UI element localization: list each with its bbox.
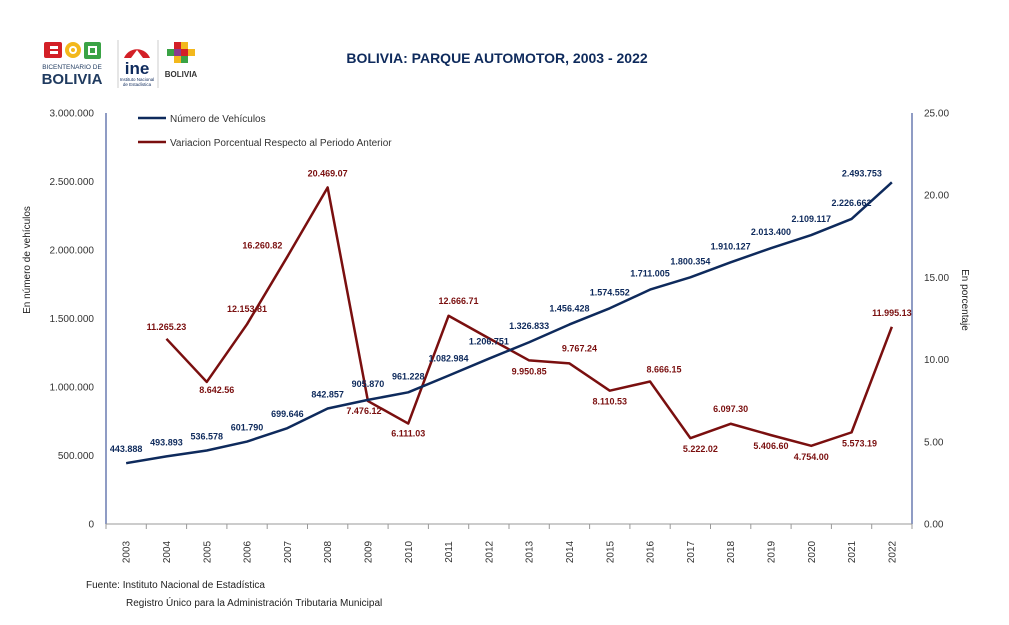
x-tick-label: 2005	[202, 540, 213, 563]
data-label-vehiculos: 601.790	[231, 423, 264, 433]
y2-tick-label: 20.00	[924, 191, 949, 202]
right-axis-ticks: 0.00 5.00 10.00 15.00 20.00 25.00	[924, 109, 949, 531]
data-label-vehiculos: 905.870	[352, 379, 385, 389]
bicentenario-small-text: BICENTENARIO DE	[42, 64, 102, 71]
data-label-vehiculos: 1.574.552	[590, 287, 630, 297]
x-tick-label: 2003	[122, 540, 133, 563]
source-line-2: Registro Único para la Administración Tr…	[126, 598, 383, 609]
x-tick-label: 2006	[243, 540, 254, 563]
y-tick-label: 1.000.000	[50, 383, 95, 394]
data-label-variacion: 20.469.07	[308, 168, 348, 178]
data-label-vehiculos: 1.082.984	[429, 354, 469, 364]
y2-tick-label: 5.00	[924, 437, 944, 448]
ine-small-text-1: Instituto Nacional	[120, 77, 155, 82]
data-label-vehiculos: 961.228	[392, 371, 425, 381]
data-label-variacion: 8.642.56	[199, 385, 234, 395]
estado-text: BOLIVIA	[165, 70, 198, 79]
x-tick-label: 2017	[686, 540, 697, 563]
data-label-vehiculos: 2.013.400	[751, 227, 791, 237]
y-axis-title: En número de vehículos	[22, 206, 33, 314]
y-tick-label: 0	[88, 520, 94, 531]
data-label-variacion: 5.406.60	[753, 441, 788, 451]
x-tick-label: 2011	[444, 541, 455, 563]
data-label-vehiculos: 2.226.662	[832, 198, 872, 208]
data-label-variacion: 11.265.23	[147, 322, 187, 332]
data-label-vehiculos: 1.456.428	[549, 303, 589, 313]
y2-axis-title: En porcentaje	[959, 269, 970, 331]
data-label-variacion: 11.995.13	[872, 308, 912, 318]
ine-logo: ine Instituto Nacional de Estadística	[120, 49, 155, 87]
x-tick-label: 2007	[283, 540, 294, 563]
y-tick-label: 3.000.000	[50, 109, 95, 120]
x-tick-label: 2012	[484, 540, 495, 563]
estado-bolivia-logo: BOLIVIA	[165, 42, 198, 79]
x-tick-label: 2021	[847, 540, 858, 563]
y-tick-label: 2.000.000	[50, 246, 95, 257]
data-label-variacion: 9.767.24	[562, 343, 597, 353]
x-axis-ticks: 2003 2004 2005 2006 2007 2008 2009 2010 2011 2012…	[105, 524, 913, 563]
x-tick-label: 2009	[363, 540, 374, 563]
x-tick-label: 2010	[404, 540, 415, 563]
x-tick-label: 2014	[565, 540, 576, 563]
data-label-variacion: 4.754.00	[794, 452, 829, 462]
ine-small-text-2: de Estadística	[123, 82, 152, 87]
x-tick-label: 2019	[766, 540, 777, 563]
data-label-vehiculos: 1.206.751	[469, 337, 509, 347]
data-label-variacion: 6.097.30	[713, 404, 748, 414]
data-label-vehiculos: 536.578	[190, 431, 223, 441]
series-lines	[125, 181, 894, 465]
data-label-variacion: 16.260.82	[242, 241, 282, 251]
ine-text: ine	[125, 59, 150, 78]
y-tick-label: 1.500.000	[50, 314, 95, 325]
data-labels: 443.888 493.893 536.578 601.790 699.646 842.8…	[110, 168, 912, 461]
data-label-variacion: 7.476.12	[346, 406, 381, 416]
data-label-variacion: 5.222.02	[683, 444, 718, 454]
data-label-variacion: 8.110.53	[592, 397, 627, 407]
legend: Número de Vehículos Variacion Porcentual…	[138, 114, 392, 149]
x-tick-label: 2022	[887, 540, 898, 563]
y-tick-label: 2.500.000	[50, 177, 95, 188]
data-label-vehiculos: 1.800.354	[670, 256, 710, 266]
data-label-vehiculos: 2.493.753	[842, 168, 882, 178]
x-tick-label: 2004	[162, 540, 173, 563]
x-tick-label: 2008	[323, 540, 334, 563]
chart-title: BOLIVIA: PARQUE AUTOMOTOR, 2003 - 2022	[346, 50, 648, 66]
data-label-vehiculos: 842.857	[311, 390, 344, 400]
y2-tick-label: 10.00	[924, 355, 949, 366]
data-label-variacion: 5.573.19	[842, 438, 877, 448]
y2-tick-label: 25.00	[924, 109, 949, 120]
data-label-variacion: 12.153.81	[227, 304, 267, 314]
x-tick-label: 2016	[646, 540, 657, 563]
data-label-variacion: 12.666.71	[439, 296, 479, 306]
data-label-vehiculos: 493.893	[150, 437, 183, 447]
x-tick-label: 2013	[525, 540, 536, 563]
data-label-vehiculos: 2.109.117	[791, 214, 831, 224]
legend-label-vehiculos: Número de Vehículos	[170, 114, 266, 125]
y2-tick-label: 15.00	[924, 273, 949, 284]
series-line-vehiculos	[125, 181, 893, 465]
data-label-variacion: 8.666.15	[647, 365, 682, 375]
data-label-vehiculos: 1.711.005	[630, 269, 670, 279]
series-line-variacion	[165, 186, 894, 448]
y-tick-label: 500.000	[58, 451, 95, 462]
bicentenario-big-text: BOLIVIA	[42, 71, 103, 88]
x-tick-label: 2018	[726, 540, 737, 563]
source-line-1: Fuente: Instituto Nacional de Estadístic…	[86, 580, 265, 591]
x-tick-label: 2020	[807, 540, 818, 563]
data-label-vehiculos: 1.910.127	[711, 241, 751, 251]
data-label-variacion: 6.111.03	[391, 429, 425, 439]
data-label-vehiculos: 1.326.833	[509, 321, 549, 331]
y2-tick-label: 0.00	[924, 520, 944, 531]
data-label-vehiculos: 699.646	[271, 409, 304, 419]
x-tick-label: 2015	[605, 540, 616, 563]
data-label-variacion: 9.950.85	[512, 366, 547, 376]
bicentenario-logo: BICENTENARIO DE BOLIVIA	[42, 42, 103, 88]
legend-label-variacion: Variacion Porcentual Respecto al Periodo…	[170, 138, 392, 149]
data-label-vehiculos: 443.888	[110, 444, 143, 454]
left-axis-ticks: 0 500.000 1.000.000 1.500.000 2.000.000 2.500…	[50, 109, 95, 531]
